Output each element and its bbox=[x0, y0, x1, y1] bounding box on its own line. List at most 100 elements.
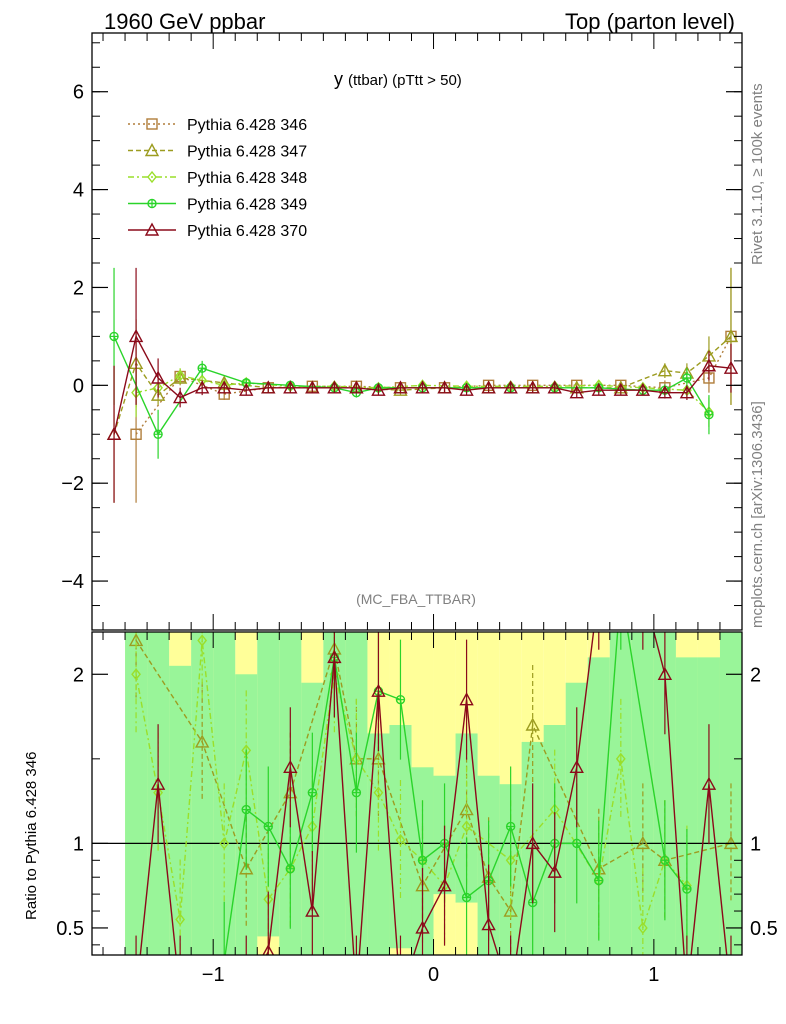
ratio-ytick-label-left-1: 1 bbox=[73, 833, 84, 855]
ratio-pythia-6-428-370-point-21 bbox=[657, 666, 673, 680]
main-pythia-6-428-370-point-8 bbox=[283, 380, 298, 394]
ratio-pythia-6-428-370-point-17 bbox=[547, 864, 562, 878]
main-pythia-6-428-370-point-1 bbox=[128, 328, 144, 343]
ratio-ylabel: Ratio to Pythia 6.428 346 bbox=[23, 752, 40, 920]
ratio-series-group bbox=[128, 584, 739, 1001]
main-pythia-6-428-346-point-0 bbox=[130, 428, 142, 440]
ratio-pythia-6-428-370-point-4 bbox=[262, 944, 275, 955]
plot-title-main: y bbox=[334, 69, 343, 89]
ratio-ytick-label-right-2: 2 bbox=[750, 664, 761, 686]
main-pythia-6-428-370-point-17 bbox=[481, 380, 496, 394]
main-pythia-6-428-370-point-14 bbox=[415, 380, 430, 394]
main-pythia-6-428-370-point-27 bbox=[701, 358, 717, 372]
legend-pythia-6-428-348-marker bbox=[147, 170, 157, 184]
ratio-pythia-6-428-370-point-2 bbox=[174, 990, 186, 1001]
main-pythia-6-428-347-point-17 bbox=[723, 328, 739, 343]
main-pythia-6-428-370-point-2 bbox=[150, 370, 166, 384]
ratio-pythia-6-428-347-point-11 bbox=[525, 717, 540, 731]
ratio-pythia-6-428-370-point-18 bbox=[569, 759, 584, 773]
main-pythia-6-428-347-point-8 bbox=[393, 382, 408, 396]
legend-pythia-6-428-346-label: Pythia 6.428 346 bbox=[187, 117, 307, 134]
main-ytick-label-0: 0 bbox=[73, 375, 84, 397]
main-pythia-6-428-370-point-13 bbox=[393, 380, 408, 394]
plot-title: y (ttbar) (pTtt > 50) bbox=[334, 69, 462, 89]
ratio-pythia-6-428-370-point-14 bbox=[481, 917, 496, 931]
ratio-pythia-6-428-370-point-12 bbox=[437, 878, 452, 892]
ratio-pythia-6-428-370-point-23 bbox=[701, 776, 717, 790]
main-ytick-label--4: −4 bbox=[61, 571, 84, 593]
ratio-pythia-6-428-370-point-20 bbox=[637, 584, 649, 595]
ratio-pythia-6-428-370-point-3 bbox=[240, 990, 252, 1001]
main-pythia-6-428-370-point-3 bbox=[172, 390, 188, 404]
ratio-pythia-6-428-370-point-1 bbox=[150, 776, 166, 790]
ratio-pythia-6-428-370-point-6 bbox=[305, 903, 320, 917]
main-ytick-label-6: 6 bbox=[73, 82, 84, 104]
ratio-pythia-6-428-347-point-8 bbox=[459, 802, 474, 816]
main-pythia-6-428-370-point-22 bbox=[591, 382, 606, 396]
ratio-pythia-6-428-370-point-16 bbox=[525, 835, 540, 850]
header-right: Top (parton level) bbox=[565, 9, 735, 34]
ratio-pythia-6-428-370-point-10 bbox=[394, 990, 406, 1001]
ratio-pythia-6-428-370-point-5 bbox=[283, 759, 298, 773]
ratio-pythia-6-428-348-point-4 bbox=[219, 837, 230, 850]
main-pythia-6-428-370-point-20 bbox=[547, 380, 562, 394]
ratio-pythia-6-428-348-point-20 bbox=[637, 921, 648, 935]
main-pythia-6-428-370-point-11 bbox=[349, 380, 364, 394]
main-pythia-6-428-370-point-9 bbox=[305, 380, 320, 394]
main-ytick-label-2: 2 bbox=[73, 277, 84, 299]
main-pythia-6-428-370-point-15 bbox=[437, 380, 452, 394]
main-pythia-6-428-347-point-2 bbox=[150, 387, 166, 401]
ratio-pythia-6-428-370-point-24 bbox=[725, 990, 737, 1001]
ratio-pythia-6-428-348-point-2 bbox=[175, 913, 186, 926]
ratio-pythia-6-428-348-point-3 bbox=[197, 634, 208, 647]
xtick-label--1: −1 bbox=[202, 964, 225, 986]
green-band-bin-0 bbox=[125, 632, 148, 955]
ratio-pythia-6-428-347-point-1 bbox=[194, 734, 210, 748]
main-pythia-6-428-370-point-6 bbox=[239, 382, 254, 396]
main-series-group bbox=[106, 267, 739, 503]
ratio-uncertainty-bands bbox=[92, 632, 742, 955]
ratio-pythia-6-428-348-point-0 bbox=[131, 668, 141, 681]
ratio-pythia-6-428-370-point-7 bbox=[327, 649, 342, 664]
main-pythia-6-428-370-point-7 bbox=[261, 380, 276, 394]
green-band-bin-21 bbox=[587, 657, 610, 955]
ratio-ytick-label-right-1: 1 bbox=[750, 833, 761, 855]
ratio-pythia-6-428-370-point-11 bbox=[415, 920, 430, 934]
main-pythia-6-428-370-point-18 bbox=[503, 380, 518, 394]
ratio-pythia-6-428-370-point-19 bbox=[593, 584, 605, 595]
main-pythia-6-428-347-point-14 bbox=[657, 363, 673, 377]
xtick-label-0: 0 bbox=[428, 964, 439, 986]
main-pythia-6-428-370-point-4 bbox=[194, 380, 210, 394]
legend-pythia-6-428-348-label: Pythia 6.428 348 bbox=[187, 170, 307, 187]
ratio-pythia-6-428-370-point-13 bbox=[459, 692, 474, 706]
ratio-pythia-6-428-370-point-9 bbox=[371, 683, 386, 697]
legend-pythia-6-428-370-label: Pythia 6.428 370 bbox=[187, 223, 307, 240]
main-axis-ticks: −4 −2 0 2 4 6 bbox=[61, 33, 743, 631]
ratio-pythia-6-428-348-point-12 bbox=[395, 833, 406, 847]
main-ytick-label--2: −2 bbox=[61, 473, 84, 495]
main-pythia-6-428-370-point-21 bbox=[569, 385, 584, 399]
green-band-bin-11 bbox=[367, 733, 390, 955]
main-pythia-6-428-370-point-24 bbox=[635, 382, 651, 396]
green-band-bin-24 bbox=[653, 632, 676, 955]
main-pythia-6-428-370-point-23 bbox=[613, 382, 628, 396]
ratio-pythia-6-428-347-point-13 bbox=[635, 835, 651, 850]
analysis-label: (MC_FBA_TTBAR) bbox=[356, 591, 476, 607]
legend-pythia-6-428-349-label: Pythia 6.428 349 bbox=[187, 197, 307, 214]
legend: Pythia 6.428 346 Pythia 6.428 347 Pythia 6… bbox=[128, 117, 307, 240]
mcplots-label: mcplots.cern.ch [arXiv:1306.3436] bbox=[749, 401, 766, 628]
green-band-bin-25 bbox=[675, 657, 698, 955]
ratio-pythia-6-428-348-point-19 bbox=[615, 752, 626, 765]
main-pythia-6-428-370-point-28 bbox=[723, 360, 739, 374]
main-pythia-6-428-348-point-2 bbox=[175, 369, 186, 382]
main-pythia-6-428-370-point-16 bbox=[459, 382, 474, 396]
ratio-pythia-6-428-370-point-22 bbox=[681, 990, 693, 1001]
green-band-bin-3 bbox=[191, 632, 214, 955]
legend-pythia-6-428-347-label: Pythia 6.428 347 bbox=[187, 144, 307, 161]
xtick-label-1: 1 bbox=[648, 964, 659, 986]
ratio-pythia-6-428-347-point-2 bbox=[239, 861, 254, 875]
main-pythia-6-428-370-point-19 bbox=[525, 380, 540, 394]
main-pythia-6-428-370-point-12 bbox=[371, 382, 386, 396]
header-left: 1960 GeV ppbar bbox=[104, 9, 265, 34]
